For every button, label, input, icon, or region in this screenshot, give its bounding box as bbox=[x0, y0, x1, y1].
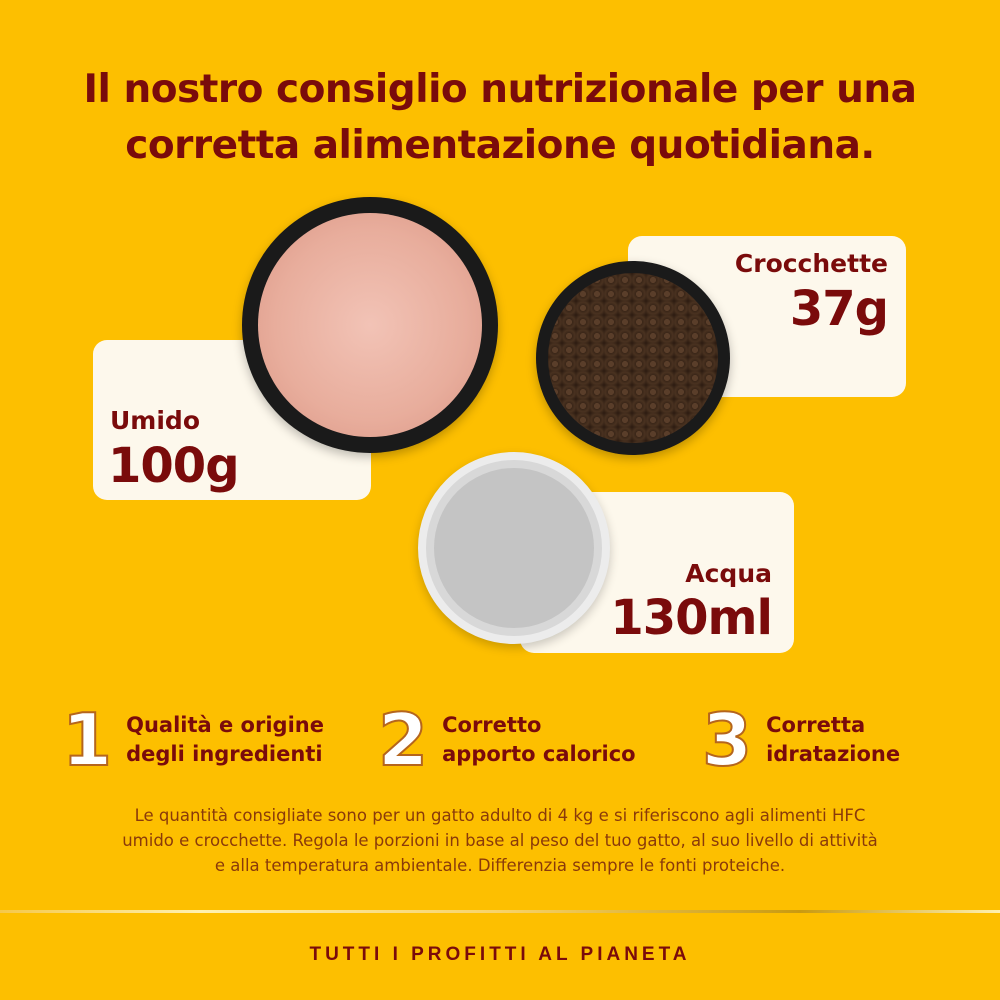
kibble-bowl-image bbox=[536, 261, 730, 455]
crocchette-label: Crocchette bbox=[734, 249, 888, 278]
disclaimer: Le quantità consigliate sono per un gatt… bbox=[122, 806, 878, 875]
umido-value: 100g bbox=[108, 438, 240, 494]
wet-food-bowl-image bbox=[242, 197, 498, 453]
footer-tagline: TUTTI I PROFITTI AL PIANETA bbox=[309, 944, 691, 965]
feature-number: 2 bbox=[377, 698, 429, 782]
feature-number: 1 bbox=[61, 698, 113, 782]
umido-label: Umido bbox=[110, 406, 200, 435]
feature-3: 3 Corretta idratazione bbox=[701, 698, 901, 782]
feature-2: 2 Corretto apporto calorico bbox=[377, 698, 636, 782]
crocchette-value: 37g bbox=[789, 281, 889, 337]
feature-number: 3 bbox=[701, 698, 753, 782]
feature-1: 1 Qualità e origine degli ingredienti bbox=[61, 698, 324, 782]
water-bowl-image bbox=[418, 452, 610, 644]
page-title: Il nostro consiglio nutrizionale per una… bbox=[83, 67, 917, 168]
acqua-value: 130ml bbox=[610, 590, 773, 646]
divider bbox=[0, 910, 1000, 913]
acqua-label: Acqua bbox=[685, 559, 772, 588]
